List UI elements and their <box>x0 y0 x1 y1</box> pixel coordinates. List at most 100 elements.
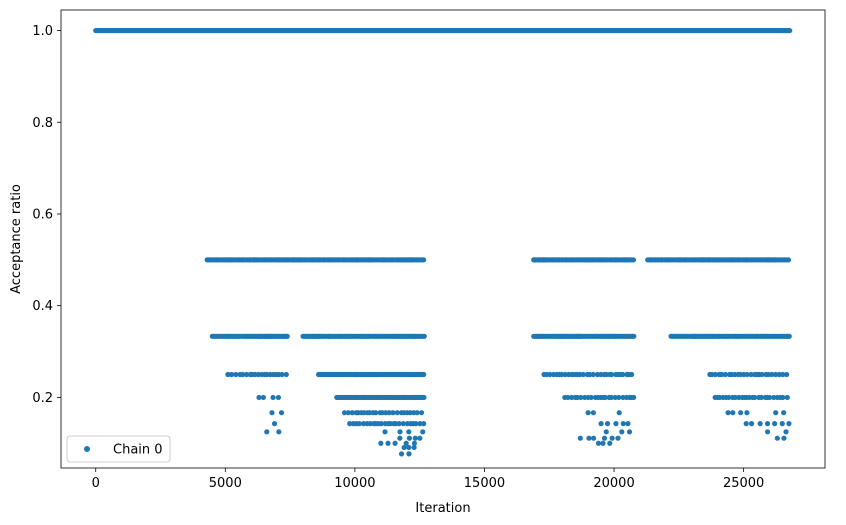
data-point <box>385 440 391 446</box>
data-point <box>766 394 773 401</box>
data-point <box>421 394 427 401</box>
data-point <box>732 394 738 401</box>
data-point <box>421 421 427 427</box>
data-point <box>613 421 619 427</box>
data-point <box>586 435 592 441</box>
data-point <box>413 421 419 427</box>
data-point <box>772 421 778 427</box>
data-point <box>758 394 765 401</box>
data-point <box>607 440 613 446</box>
data-point <box>631 394 637 401</box>
data-point <box>730 410 736 416</box>
data-point <box>417 435 423 441</box>
data-point <box>608 394 614 401</box>
data-point <box>421 371 427 378</box>
data-point <box>588 394 594 401</box>
data-point <box>411 440 418 446</box>
data-point <box>773 410 779 416</box>
data-point <box>400 421 406 427</box>
data-point <box>398 451 405 457</box>
data-point <box>341 410 348 416</box>
data-point <box>771 394 777 401</box>
data-point <box>225 371 231 378</box>
data-point <box>598 421 604 427</box>
data-point <box>392 440 398 446</box>
x-tick-label: 25000 <box>723 476 764 491</box>
data-point <box>725 410 731 416</box>
data-point <box>604 421 611 427</box>
y-tick-label: 0.8 <box>32 116 53 131</box>
legend: Chain 0 <box>66 435 171 463</box>
scatter-points <box>93 27 793 457</box>
data-point <box>403 440 409 446</box>
data-point <box>397 429 403 435</box>
data-point <box>412 435 418 441</box>
legend-label-chain-0: Chain 0 <box>113 443 163 458</box>
data-point <box>726 394 732 401</box>
data-point <box>612 394 618 401</box>
data-point <box>406 451 412 457</box>
data-point <box>411 444 417 451</box>
data-point <box>406 435 413 441</box>
data-point <box>615 435 621 441</box>
data-point <box>414 410 420 416</box>
data-point <box>629 371 635 378</box>
data-point <box>738 410 744 416</box>
data-point <box>595 440 602 446</box>
data-point <box>625 421 631 427</box>
data-point <box>630 257 637 263</box>
data-point <box>620 421 626 427</box>
data-point <box>631 333 637 339</box>
data-point <box>609 435 615 441</box>
data-point <box>345 410 351 416</box>
data-point <box>785 257 792 263</box>
data-point <box>228 371 235 378</box>
data-point <box>580 371 586 378</box>
data-point <box>712 371 719 378</box>
data-point <box>780 394 786 401</box>
data-point <box>269 410 275 416</box>
x-tick-label: 15000 <box>464 476 505 491</box>
data-point <box>279 371 285 378</box>
x-tick-label: 5000 <box>209 476 242 491</box>
data-point <box>349 410 355 416</box>
data-point <box>590 435 597 441</box>
y-axis-label: Acceptance ratio <box>9 184 24 294</box>
data-point <box>769 371 775 378</box>
x-axis-ticks: 0 5000 10000 15000 20000 25000 <box>92 468 764 491</box>
data-point <box>722 371 728 378</box>
data-point <box>421 257 427 263</box>
data-point <box>585 410 591 416</box>
data-point <box>609 371 615 378</box>
data-point <box>373 410 379 416</box>
data-point <box>603 429 609 435</box>
data-point <box>744 371 750 378</box>
data-point <box>569 394 575 401</box>
data-point <box>783 429 789 435</box>
data-point <box>382 429 388 435</box>
data-point <box>256 394 262 401</box>
data-point <box>284 333 290 339</box>
data-point <box>764 421 771 427</box>
data-point <box>774 435 780 441</box>
data-point <box>759 371 765 378</box>
data-point <box>744 410 750 416</box>
data-point <box>421 333 427 339</box>
data-point <box>578 394 584 401</box>
data-point <box>764 429 771 435</box>
data-point <box>276 429 282 435</box>
y-tick-label: 0.2 <box>32 391 53 406</box>
x-tick-label: 10000 <box>334 476 375 491</box>
data-point <box>780 371 786 378</box>
data-point <box>784 371 790 378</box>
data-point <box>264 429 270 435</box>
data-point <box>233 371 239 378</box>
data-point <box>772 371 779 378</box>
data-point <box>786 333 792 339</box>
data-point <box>719 371 725 378</box>
data-point <box>240 371 246 378</box>
data-point <box>590 410 596 416</box>
x-tick-label: 20000 <box>593 476 634 491</box>
data-point <box>260 394 266 401</box>
